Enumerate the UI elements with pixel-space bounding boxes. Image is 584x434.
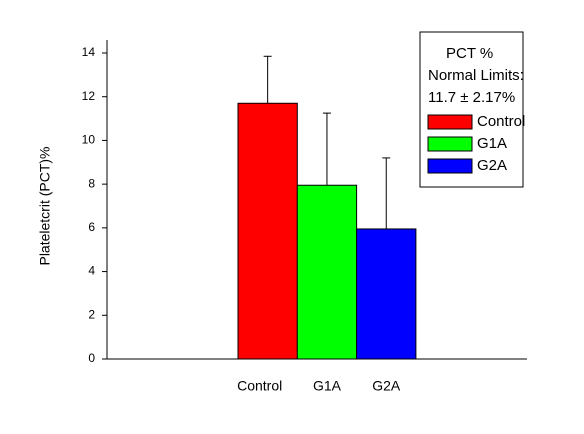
legend-swatch xyxy=(427,158,473,174)
y-tick-label: 0 xyxy=(88,351,95,365)
y-tick-label: 10 xyxy=(82,133,96,147)
legend-label: Control xyxy=(477,113,525,130)
bar xyxy=(356,228,417,360)
y-axis-label: Plateletcrit (PCT)% xyxy=(37,146,53,265)
x-tick-label: G1A xyxy=(313,378,342,394)
legend-swatch xyxy=(427,136,473,152)
bar xyxy=(237,102,298,360)
x-tick-label: G2A xyxy=(372,378,401,394)
legend-label: G2A xyxy=(477,157,507,174)
legend-label: G1A xyxy=(477,135,507,152)
bar xyxy=(296,184,358,360)
legend-title: Normal Limits: xyxy=(428,67,524,84)
y-tick-label: 6 xyxy=(88,220,95,234)
y-tick-label: 8 xyxy=(88,176,95,190)
y-tick-label: 12 xyxy=(82,89,96,103)
y-tick-label: 14 xyxy=(82,45,96,59)
y-tick-label: 4 xyxy=(88,264,95,278)
x-tick-label: Control xyxy=(237,378,282,394)
legend-title: PCT % xyxy=(446,45,493,62)
y-tick-label: 2 xyxy=(88,307,95,321)
legend-swatch xyxy=(427,114,473,130)
legend-title: 11.7 ± 2.17% xyxy=(428,89,515,106)
